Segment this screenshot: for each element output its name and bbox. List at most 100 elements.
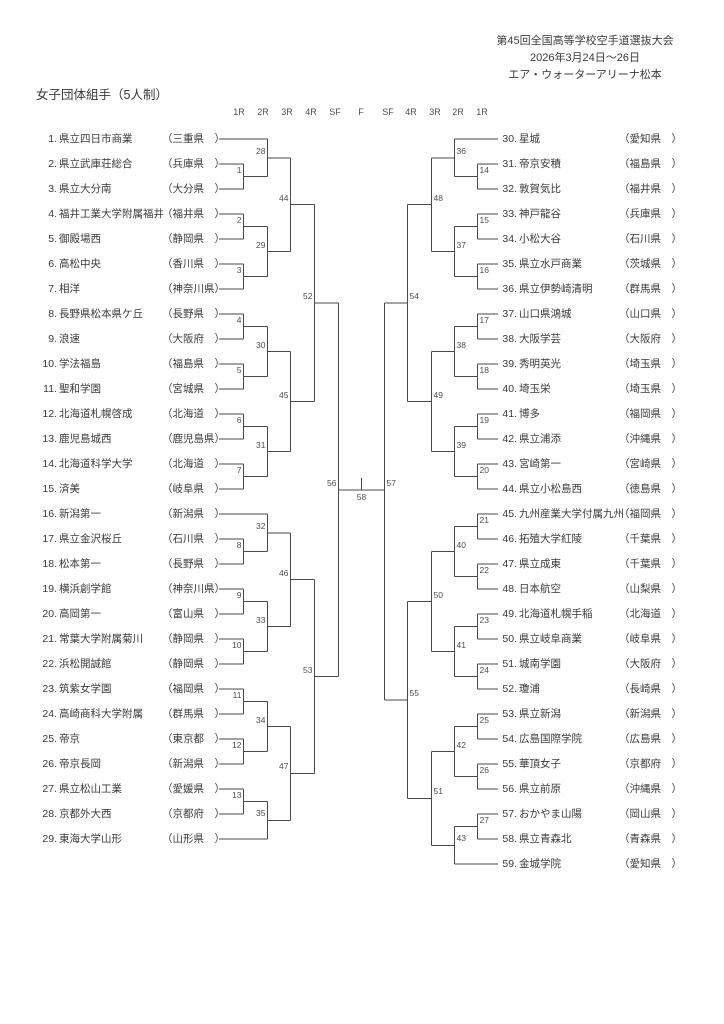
team-prefecture: （福井県 ） xyxy=(619,183,682,195)
team-seed: 24. xyxy=(42,708,57,720)
team-seed: 32. xyxy=(502,183,517,195)
team-seed: 39. xyxy=(502,358,517,370)
team-prefecture: （埼玉県 ） xyxy=(619,358,682,370)
team-row: 18. 松本第一 （長野県 ） xyxy=(40,557,230,571)
team-prefecture: （京都府 ） xyxy=(162,808,225,820)
team-row: 2. 県立武庫荘総合 （兵庫県 ） xyxy=(40,157,230,171)
team-seed: 59. xyxy=(502,858,517,870)
team-name: 新潟第一 xyxy=(59,508,101,520)
team-name: 学法福島 xyxy=(59,358,101,370)
team-prefecture: （大分県 ） xyxy=(162,183,225,195)
team-name: 星城 xyxy=(519,133,540,145)
match-number: 45 xyxy=(279,389,289,400)
team-name: 城南学園 xyxy=(519,658,561,670)
team-seed: 58. xyxy=(502,833,517,845)
team-seed: 17. xyxy=(42,533,57,545)
team-row: 30. 星城 （愛知県 ） xyxy=(498,132,688,146)
team-row: 14. 北海道科学大学 （北海道 ） xyxy=(40,457,230,471)
match-number: 43 xyxy=(456,833,466,844)
team-prefecture: （富山県 ） xyxy=(162,608,225,620)
match-number: 49 xyxy=(433,389,443,400)
team-prefecture: （大阪府 ） xyxy=(619,658,682,670)
match-number: 34 xyxy=(256,714,266,725)
team-name: 県立大分南 xyxy=(59,183,112,195)
team-row: 52. 瓊浦 （長崎県 ） xyxy=(498,682,688,696)
team-name: 日本航空 xyxy=(519,583,561,595)
team-seed: 45. xyxy=(502,508,517,520)
team-row: 9. 浪速 （大阪府 ） xyxy=(40,332,230,346)
match-number: 9 xyxy=(236,589,242,600)
match-number: 50 xyxy=(433,589,443,600)
match-number: 51 xyxy=(433,786,443,797)
team-seed: 16. xyxy=(42,508,57,520)
team-seed: 56. xyxy=(502,783,517,795)
team-seed: 3. xyxy=(48,183,57,195)
team-name: 華頂女子 xyxy=(519,758,561,770)
match-number: 28 xyxy=(256,145,266,156)
event-venue: エア・ウォーターアリーナ松本 xyxy=(508,69,662,81)
team-row: 37. 山口県鴻城 （山口県 ） xyxy=(498,307,688,321)
team-row: 23. 筑紫女学園 （福岡県 ） xyxy=(40,682,230,696)
team-row: 46. 拓殖大学紅陵 （千葉県 ） xyxy=(498,532,688,546)
match-number: 58 xyxy=(356,491,367,502)
team-name: 金城学院 xyxy=(519,858,561,870)
team-prefecture: （沖縄県 ） xyxy=(619,433,682,445)
team-seed: 5. xyxy=(48,233,57,245)
team-row: 51. 城南学園 （大阪府 ） xyxy=(498,657,688,671)
team-row: 21. 常葉大学附属菊川 （静岡県 ） xyxy=(40,632,230,646)
team-prefecture: （福岡県 ） xyxy=(162,683,225,695)
team-row: 22. 浜松開誠館 （静岡県 ） xyxy=(40,657,230,671)
team-row: 43. 宮崎第一 （宮崎県 ） xyxy=(498,457,688,471)
match-number: 19 xyxy=(479,414,489,425)
team-row: 49. 北海道札幌手稲 （北海道 ） xyxy=(498,607,688,621)
team-name: 鹿児島城西 xyxy=(59,433,112,445)
team-row: 17. 県立金沢桜丘 （石川県 ） xyxy=(40,532,230,546)
event-header: 第45回全国高等学校空手道選抜大会 2026年3月24日～26日 エア・ウォータ… xyxy=(455,33,715,84)
event-title: 第45回全国高等学校空手道選抜大会 xyxy=(496,35,674,47)
match-number: 26 xyxy=(479,764,489,775)
team-row: 4. 福井工業大学附属福井 （福井県 ） xyxy=(40,207,230,221)
team-prefecture: （鹿児島県） xyxy=(162,433,225,445)
team-row: 45. 九州産業大学付属九州 （福岡県 ） xyxy=(498,507,688,521)
team-prefecture: （新潟県 ） xyxy=(162,508,225,520)
team-seed: 21. xyxy=(42,633,57,645)
team-seed: 48. xyxy=(502,583,517,595)
team-row: 29. 東海大学山形 （山形県 ） xyxy=(40,832,230,846)
team-row: 19. 横浜創学館 （神奈川県） xyxy=(40,582,230,596)
team-row: 27. 県立松山工業 （愛媛県 ） xyxy=(40,782,230,796)
team-row: 42. 県立浦添 （沖縄県 ） xyxy=(498,432,688,446)
team-prefecture: （香川県 ） xyxy=(162,258,225,270)
match-number: 31 xyxy=(256,439,266,450)
team-name: 埼玉栄 xyxy=(519,383,551,395)
team-name: 東海大学山形 xyxy=(59,833,122,845)
team-prefecture: （山形県 ） xyxy=(162,833,225,845)
team-row: 6. 高松中央 （香川県 ） xyxy=(40,257,230,271)
match-number: 38 xyxy=(456,339,466,350)
team-prefecture: （大阪府 ） xyxy=(162,333,225,345)
team-name: 北海道科学大学 xyxy=(59,458,133,470)
match-number: 4 xyxy=(236,314,242,325)
match-number: 17 xyxy=(479,314,489,325)
team-seed: 41. xyxy=(502,408,517,420)
match-number: 27 xyxy=(479,814,489,825)
team-name: 瓊浦 xyxy=(519,683,540,695)
match-number: 54 xyxy=(409,291,419,302)
team-row: 5. 御殿場西 （静岡県 ） xyxy=(40,232,230,246)
team-seed: 13. xyxy=(42,433,57,445)
team-prefecture: （静岡県 ） xyxy=(162,658,225,670)
team-prefecture: （北海道 ） xyxy=(619,608,682,620)
team-seed: 27. xyxy=(42,783,57,795)
team-name: 横浜創学館 xyxy=(59,583,112,595)
team-name: 長野県松本県ケ丘 xyxy=(59,308,143,320)
team-row: 58. 県立青森北 （青森県 ） xyxy=(498,832,688,846)
team-seed: 51. xyxy=(502,658,517,670)
team-name: 県立浦添 xyxy=(519,433,561,445)
team-prefecture: （新潟県 ） xyxy=(162,758,225,770)
team-prefecture: （静岡県 ） xyxy=(162,233,225,245)
round-label: 1R xyxy=(476,107,488,117)
team-name: 高松中央 xyxy=(59,258,101,270)
match-number: 41 xyxy=(456,639,466,650)
team-prefecture: （三重県 ） xyxy=(162,133,225,145)
section-title: 女子団体組手（5人制） xyxy=(36,88,168,102)
